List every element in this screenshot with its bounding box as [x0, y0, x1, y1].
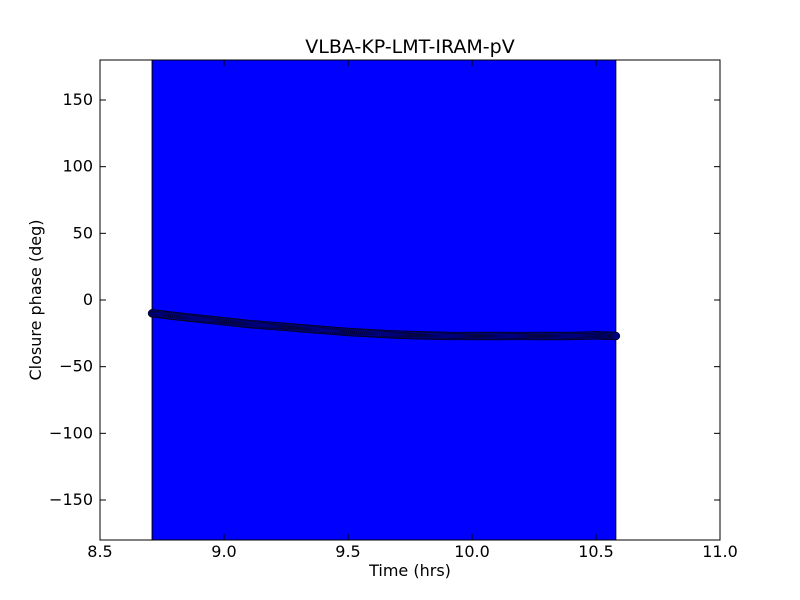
- x-tick-label: 9.0: [211, 542, 236, 561]
- y-tick-label: 50: [73, 223, 93, 242]
- x-axis-ticks: 8.5 9.0 9.5 10.0 10.5 11.0: [87, 60, 738, 561]
- data-points: [147, 309, 621, 341]
- x-tick-label: 10.0: [454, 542, 490, 561]
- error-band: [151, 60, 617, 540]
- data-point: [611, 331, 621, 341]
- y-tick-label: −150: [49, 490, 93, 509]
- y-tick-label: 150: [62, 90, 93, 109]
- y-tick-label: 100: [62, 157, 93, 176]
- error-band-fill: [152, 60, 616, 540]
- y-tick-label: −100: [49, 423, 93, 442]
- chart-title: VLBA-KP-LMT-IRAM-pV: [305, 36, 514, 58]
- y-axis-label: Closure phase (deg): [26, 219, 45, 380]
- x-tick-label: 9.5: [335, 542, 360, 561]
- y-axis-ticks: 150 100 50 0 −50 −100 −150: [49, 90, 720, 509]
- y-tick-label: 0: [83, 290, 93, 309]
- x-tick-label: 8.5: [87, 542, 112, 561]
- x-axis-label: Time (hrs): [368, 561, 451, 580]
- x-tick-label: 11.0: [702, 542, 738, 561]
- x-tick-label: 10.5: [578, 542, 614, 561]
- y-tick-label: −50: [59, 357, 93, 376]
